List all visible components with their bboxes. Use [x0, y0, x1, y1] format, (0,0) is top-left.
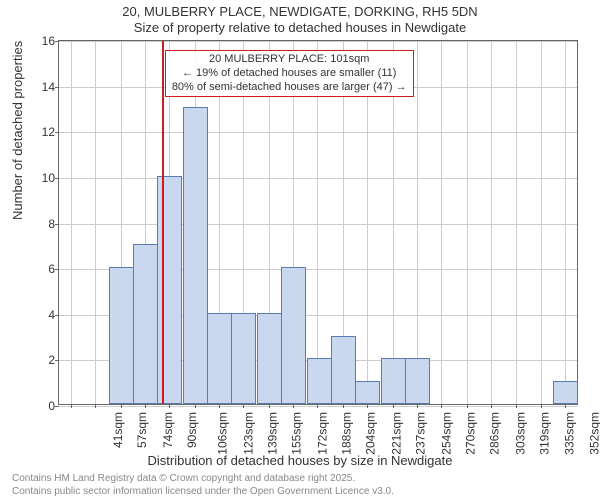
xtick-mark: [293, 404, 294, 408]
xtick-label: 172sqm: [316, 412, 330, 455]
xtick-label: 74sqm: [161, 412, 175, 448]
ytick-label: 10: [29, 171, 55, 185]
histogram-bar: [331, 336, 356, 404]
ytick-label: 12: [29, 125, 55, 139]
ytick-label: 8: [29, 217, 55, 231]
title-main: 20, MULBERRY PLACE, NEWDIGATE, DORKING, …: [0, 4, 600, 20]
xtick-mark: [121, 404, 122, 408]
ytick-label: 14: [29, 80, 55, 94]
xtick-label: 155sqm: [290, 412, 304, 455]
xtick-mark: [516, 404, 517, 408]
histogram-bar: [281, 267, 306, 404]
annotation-line: 20 MULBERRY PLACE: 101sqm: [172, 53, 407, 67]
xtick-label: 303sqm: [514, 412, 528, 455]
xtick-mark: [541, 404, 542, 408]
ytick-mark: [55, 41, 59, 42]
xtick-label: 188sqm: [340, 412, 354, 455]
xtick-mark: [243, 404, 244, 408]
ytick-label: 0: [29, 399, 55, 413]
histogram-bar: [183, 107, 208, 404]
gridline-v: [71, 41, 72, 404]
xtick-mark: [195, 404, 196, 408]
gridline-v: [417, 41, 418, 404]
chart-figure: 20, MULBERRY PLACE, NEWDIGATE, DORKING, …: [0, 0, 600, 500]
histogram-bar: [381, 358, 406, 404]
xtick-mark: [317, 404, 318, 408]
ytick-mark: [55, 360, 59, 361]
histogram-bar: [355, 381, 380, 404]
marker-line: [162, 41, 164, 404]
annotation-box: 20 MULBERRY PLACE: 101sqm← 19% of detach…: [165, 50, 414, 97]
xtick-label: 204sqm: [364, 412, 378, 455]
ytick-mark: [55, 132, 59, 133]
annotation-line: 80% of semi-detached houses are larger (…: [172, 81, 407, 95]
title-sub: Size of property relative to detached ho…: [0, 20, 600, 36]
xtick-mark: [467, 404, 468, 408]
gridline-v: [467, 41, 468, 404]
gridline-v: [491, 41, 492, 404]
credits-line-2: Contains public sector information licen…: [12, 486, 588, 499]
histogram-bar: [307, 358, 332, 404]
annotation-line: ← 19% of detached houses are smaller (11…: [172, 67, 407, 81]
xtick-label: 57sqm: [135, 412, 149, 448]
histogram-bar: [109, 267, 134, 404]
xtick-label: 90sqm: [185, 412, 199, 448]
xtick-label: 41sqm: [111, 412, 125, 448]
ytick-label: 6: [29, 262, 55, 276]
xtick-mark: [269, 404, 270, 408]
xtick-mark: [219, 404, 220, 408]
credits-line-1: Contains HM Land Registry data © Crown c…: [12, 473, 588, 486]
histogram-bar: [133, 244, 158, 404]
chart-area: 024681012141641sqm57sqm74sqm90sqm106sqm1…: [58, 40, 578, 405]
xtick-mark: [145, 404, 146, 408]
ytick-label: 4: [29, 308, 55, 322]
xtick-label: 286sqm: [488, 412, 502, 455]
xtick-label: 221sqm: [390, 412, 404, 455]
histogram-bar: [257, 313, 282, 404]
gridline-v: [565, 41, 566, 404]
ytick-mark: [55, 178, 59, 179]
xtick-mark: [95, 404, 96, 408]
xtick-label: 237sqm: [414, 412, 428, 455]
xtick-label: 352sqm: [588, 412, 600, 455]
ytick-mark: [55, 406, 59, 407]
xtick-mark: [343, 404, 344, 408]
gridline-v: [95, 41, 96, 404]
xtick-mark: [393, 404, 394, 408]
gridline-v: [541, 41, 542, 404]
xtick-label: 106sqm: [216, 412, 230, 455]
gridline-v: [516, 41, 517, 404]
xtick-label: 139sqm: [266, 412, 280, 455]
y-axis-label: Number of detached properties: [10, 41, 25, 220]
histogram-bar: [553, 381, 578, 404]
xtick-label: 319sqm: [538, 412, 552, 455]
xtick-mark: [417, 404, 418, 408]
ytick-label: 2: [29, 353, 55, 367]
gridline-v: [441, 41, 442, 404]
xtick-mark: [565, 404, 566, 408]
x-axis-label: Distribution of detached houses by size …: [0, 453, 600, 468]
xtick-mark: [71, 404, 72, 408]
ytick-mark: [55, 269, 59, 270]
xtick-label: 123sqm: [242, 412, 256, 455]
xtick-mark: [441, 404, 442, 408]
xtick-mark: [491, 404, 492, 408]
xtick-label: 254sqm: [440, 412, 454, 455]
histogram-bar: [405, 358, 430, 404]
xtick-label: 335sqm: [562, 412, 576, 455]
ytick-mark: [55, 87, 59, 88]
ytick-mark: [55, 315, 59, 316]
histogram-bar: [207, 313, 232, 404]
xtick-label: 270sqm: [464, 412, 478, 455]
credits: Contains HM Land Registry data © Crown c…: [12, 473, 588, 498]
histogram-bar: [231, 313, 256, 404]
xtick-mark: [169, 404, 170, 408]
plot-area: 024681012141641sqm57sqm74sqm90sqm106sqm1…: [58, 40, 578, 405]
ytick-label: 16: [29, 34, 55, 48]
ytick-mark: [55, 224, 59, 225]
xtick-mark: [367, 404, 368, 408]
title-block: 20, MULBERRY PLACE, NEWDIGATE, DORKING, …: [0, 0, 600, 35]
